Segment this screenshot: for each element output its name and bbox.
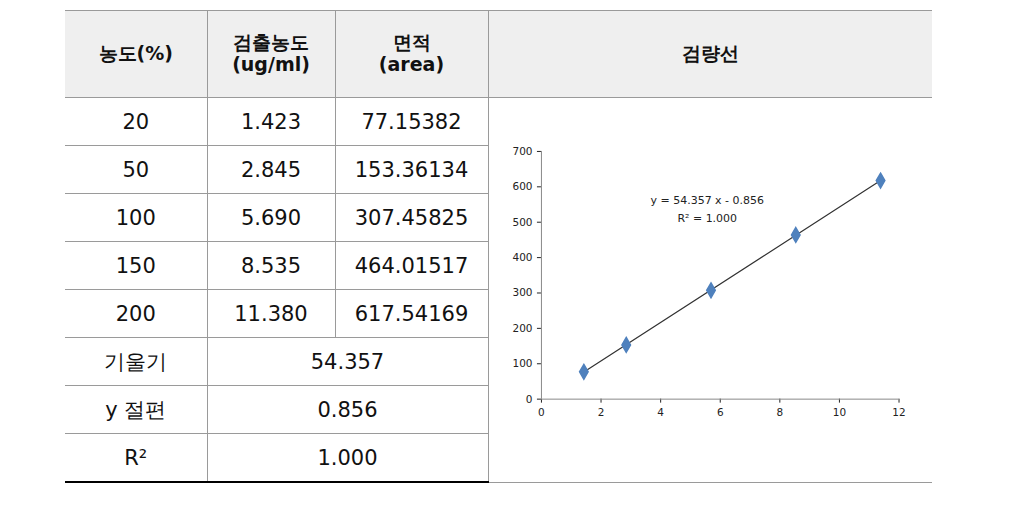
svg-text:10: 10 bbox=[832, 406, 845, 418]
html-text:기울기: 기울기 bbox=[104, 349, 168, 374]
html-text:100: 100 bbox=[115, 205, 156, 230]
svg-text:6: 6 bbox=[716, 406, 723, 418]
html-text:617.54169: 617.54169 bbox=[354, 301, 469, 326]
svg-text:0: 0 bbox=[525, 393, 532, 405]
svg-text:100: 100 bbox=[512, 357, 532, 369]
svg-text:400: 400 bbox=[512, 251, 532, 263]
html-text:200: 200 bbox=[115, 301, 156, 326]
html-text:농도(%): 농도(%) bbox=[98, 42, 173, 65]
html-text:2.845: 2.845 bbox=[240, 157, 302, 182]
html-text:77.15382: 77.15382 bbox=[361, 109, 462, 134]
html-text:0.856: 0.856 bbox=[317, 397, 378, 422]
html-text:8.535: 8.535 bbox=[240, 253, 302, 278]
html-text:검출농도 (ug/ml): 검출농도 (ug/ml) bbox=[232, 31, 310, 75]
html-text:y 절편: y 절편 bbox=[105, 397, 167, 422]
html-text:면적 (area): 면적 (area) bbox=[378, 31, 445, 75]
svg-text:300: 300 bbox=[512, 286, 532, 298]
svg-text:500: 500 bbox=[512, 216, 532, 228]
html-text:20: 20 bbox=[122, 109, 150, 134]
html-text:R²: R² bbox=[124, 445, 148, 470]
svg-text:12: 12 bbox=[892, 406, 905, 418]
svg-text:y = 54.357 x - 0.856: y = 54.357 x - 0.856 bbox=[650, 194, 763, 207]
svg-text:0: 0 bbox=[538, 406, 545, 418]
svg-text:200: 200 bbox=[512, 322, 532, 334]
html-text:153.36134: 153.36134 bbox=[354, 157, 469, 182]
html-text:150: 150 bbox=[115, 253, 156, 278]
html-text:5.690: 5.690 bbox=[240, 205, 302, 230]
svg-text:700: 700 bbox=[512, 145, 532, 157]
html-text:54.357: 54.357 bbox=[310, 349, 385, 374]
html-text:1.000: 1.000 bbox=[317, 445, 378, 470]
svg-text:8: 8 bbox=[776, 406, 783, 418]
svg-text:2: 2 bbox=[597, 406, 604, 418]
svg-text:R² = 1.000: R² = 1.000 bbox=[677, 212, 737, 225]
html-text:464.01517: 464.01517 bbox=[354, 253, 469, 278]
html-text:307.45825: 307.45825 bbox=[354, 205, 469, 230]
html-text:50: 50 bbox=[122, 157, 150, 182]
svg-text:600: 600 bbox=[512, 180, 532, 192]
html-text:검량선: 검량선 bbox=[681, 42, 739, 65]
html-text:1.423: 1.423 bbox=[240, 109, 302, 134]
html-text:11.380: 11.380 bbox=[234, 301, 308, 326]
svg-text:4: 4 bbox=[657, 406, 664, 418]
